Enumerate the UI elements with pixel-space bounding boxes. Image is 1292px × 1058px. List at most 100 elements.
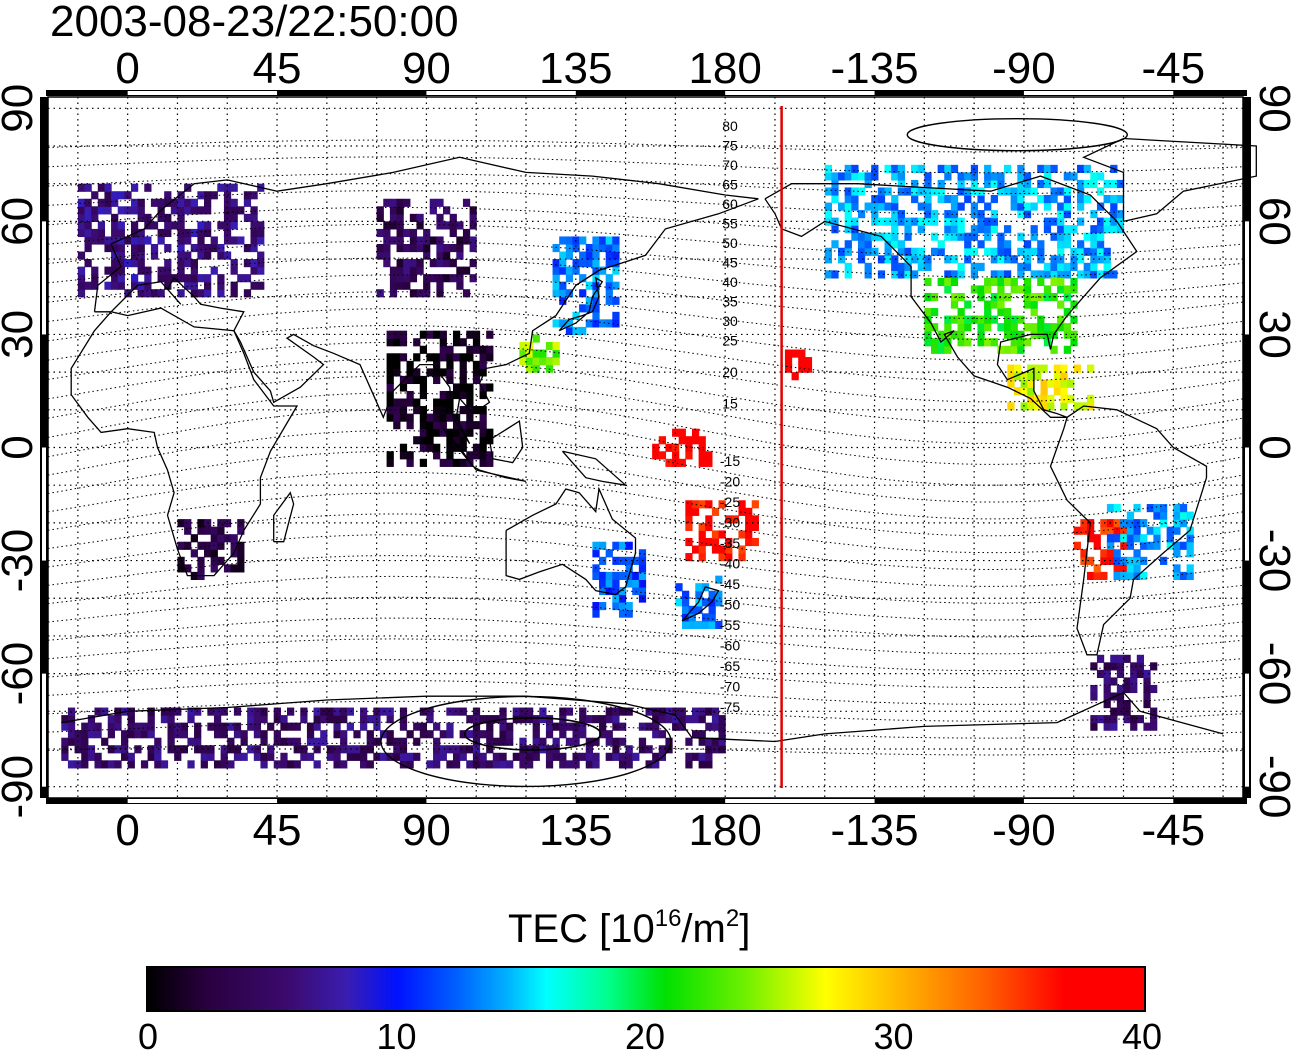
tec-pixel [599,243,607,253]
tec-pixel [565,707,574,716]
tec-pixel [911,217,919,226]
tec-pixel [519,737,527,746]
tec-pixel [957,202,965,211]
tec-pixel [486,428,494,437]
mlat-label: 15 [722,396,738,412]
tec-pixel [449,259,457,268]
tec-pixel [708,613,716,622]
tec-pixel [247,722,255,731]
tec-pixel [1160,556,1168,565]
tec-pixel [745,522,753,532]
tec-pixel [545,722,554,731]
tec-pixel [1010,315,1018,324]
tec-pixel [170,206,179,215]
tec-pixel [446,730,454,739]
tec-pixel [1110,225,1118,234]
tec-pixel [990,210,998,219]
tec-pixel [1160,504,1168,513]
tec-pixel [682,605,690,614]
tec-pixel [97,206,106,215]
tec-pixel [930,323,939,332]
tec-pixel [1063,232,1071,241]
tec-pixel [340,737,348,746]
tec-pixel [492,752,501,761]
tec-pixel [612,251,620,260]
tec-pixel [1077,194,1085,204]
tec-pixel [1037,315,1045,324]
tec-pixel [184,198,192,207]
tec-pixel [399,745,408,754]
colorbar-tick-label: 30 [873,1016,914,1057]
tec-pixel [1140,541,1148,550]
tec-pixel [751,500,759,509]
tec-pixel [94,722,102,731]
mlat-contour [47,575,1244,621]
tec-pixel [273,707,281,716]
tec-pixel [167,707,175,716]
tec-pixel [184,281,192,290]
tec-pixel [177,251,185,260]
tec-pixel [638,571,647,581]
tec-pixel [399,451,408,460]
tec-pixel [1103,677,1111,686]
tec-pixel [957,232,965,241]
tec-pixel [638,722,647,731]
tec-pixel [864,202,872,211]
tec-pixel [618,737,627,746]
tec-pixel [559,319,567,328]
tec-pixel [638,579,647,588]
tec-pixel [383,236,391,245]
tec-pixel [210,243,218,253]
tec-pixel [1103,262,1111,271]
tec-pixel [403,198,411,207]
tec-pixel [433,428,441,437]
tec-pixel [1030,225,1038,234]
tec-pixel [333,722,341,731]
tec-pixel [300,752,308,761]
tec-pixel [94,760,102,769]
tec-pixel [1179,541,1188,550]
tec-pixel [406,368,414,377]
tec-pixel [346,745,354,754]
tec-pixel [1063,330,1071,339]
tec-pixel [446,345,454,354]
tec-pixel [857,187,866,196]
tec-pixel [237,236,245,245]
tec-pixel [1060,402,1068,411]
tec-pixel [784,357,793,366]
tec-pixel [459,707,467,716]
tec-pixel [1004,292,1012,302]
tec-pixel [506,730,514,739]
tec-pixel [386,383,394,392]
tec-pixel [396,236,404,245]
tec-pixel [177,564,185,573]
frame-gap [42,447,46,561]
tec-pixel [419,383,428,392]
tec-pixel [416,221,424,230]
tec-pixel [891,255,899,264]
tec-pixel [1080,526,1088,535]
tec-pixel [459,375,467,385]
tec-pixel [937,164,945,173]
tec-pixel [366,715,374,724]
tec-pixel [157,236,165,245]
tec-pixel [579,715,587,724]
tec-pixel [605,251,613,260]
tec-pixel [984,217,992,226]
tec-pixel [1070,315,1078,324]
tec-pixel [917,225,925,234]
tec-pixel [705,737,713,746]
tec-pixel [1116,225,1125,234]
tec-pixel [479,760,487,769]
tec-pixel [121,737,129,746]
tec-pixel [701,613,710,622]
tec-pixel [572,311,580,320]
tec-pixel [526,715,534,724]
tec-pixel [599,319,607,328]
tec-pixel [1110,722,1118,731]
tec-pixel [1027,402,1035,411]
tec-pixel [419,428,428,437]
tec-pixel [386,390,394,400]
tec-pixel [486,458,494,467]
tec-pixel [1110,662,1118,671]
